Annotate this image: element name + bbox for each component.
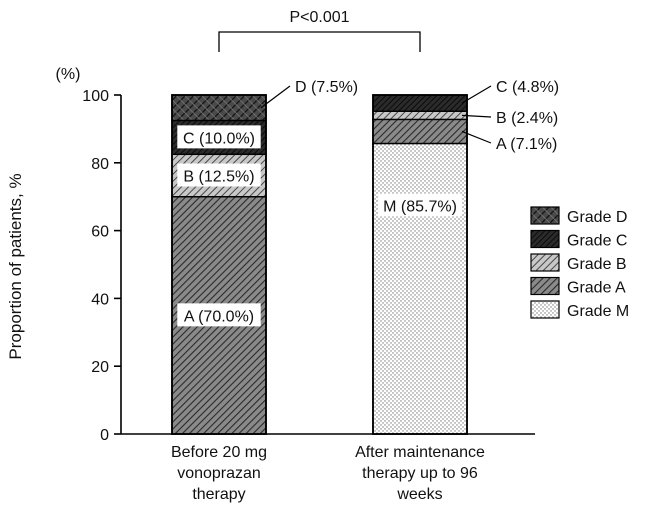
bar-segment-c: [372, 94, 468, 112]
legend-swatch-d: [530, 206, 560, 225]
leader-line: [461, 130, 492, 144]
bar-label: B (2.4%): [496, 110, 558, 127]
bar-labels: A (70.0%) B (12.5%) C (10.0%) D (7.5%) M (85…: [177, 79, 559, 327]
y-tick-label: 80: [91, 156, 109, 173]
significance-bracket-line: [218, 31, 421, 52]
p-value-label: P<0.001: [289, 9, 349, 26]
legend-label: Grade D: [567, 209, 627, 226]
significance-bracket: P<0.001: [218, 9, 421, 52]
legend-label: Grade B: [567, 256, 627, 273]
bar-outline: [372, 94, 468, 435]
bar-segment-m: [372, 142, 468, 435]
legend-label: Grade C: [567, 233, 627, 250]
leader-line: [461, 85, 492, 104]
bar-label: D (7.5%): [295, 79, 358, 96]
leader-line: [461, 114, 492, 118]
bar-label: A (70.0%): [184, 308, 254, 325]
bar-label: B (12.5%): [183, 169, 254, 186]
bar-label: C (10.0%): [183, 130, 255, 147]
y-tick-label: 100: [82, 88, 109, 105]
legend-swatch-b: [530, 253, 560, 272]
legend: Grade D Grade C Grade B Grade A Grade M: [530, 206, 629, 320]
x-category-label: Before 20 mg vonoprazan therapy: [171, 444, 267, 503]
bar-label-bg: [177, 163, 261, 187]
bar-label: A (7.1%): [496, 136, 557, 153]
y-tick-label: 20: [91, 359, 109, 376]
bar-label: M (85.7%): [383, 198, 457, 215]
bar-outline: [171, 94, 267, 435]
legend-label: Grade A: [567, 280, 626, 297]
y-tick-label: 0: [100, 427, 109, 444]
bar-segment-d: [171, 94, 267, 122]
bar-segment-b: [372, 110, 468, 121]
leader-line: [260, 85, 291, 109]
bar-label: C (4.8%): [496, 79, 559, 96]
legend-swatch-m: [530, 300, 560, 319]
bar-segment-a: [372, 118, 468, 145]
bar-label-bg: [378, 193, 462, 217]
x-category-label: After maintenance therapy up to 96 weeks: [355, 444, 485, 503]
y-tick-label: 40: [91, 291, 109, 308]
y-axis-title: Proportion of patients, %: [6, 173, 25, 359]
bar-label-bg: [177, 303, 261, 327]
bar-label-bg: [177, 125, 261, 149]
legend-swatch-c: [530, 229, 560, 249]
legend-label: Grade M: [567, 303, 629, 320]
y-tick-label: 60: [91, 224, 109, 241]
legend-swatch-a: [530, 276, 560, 296]
axes: 0 20 40 60 80 100(%) Proportion of patients, %…: [6, 66, 535, 503]
y-unit-label: (%): [56, 66, 81, 83]
